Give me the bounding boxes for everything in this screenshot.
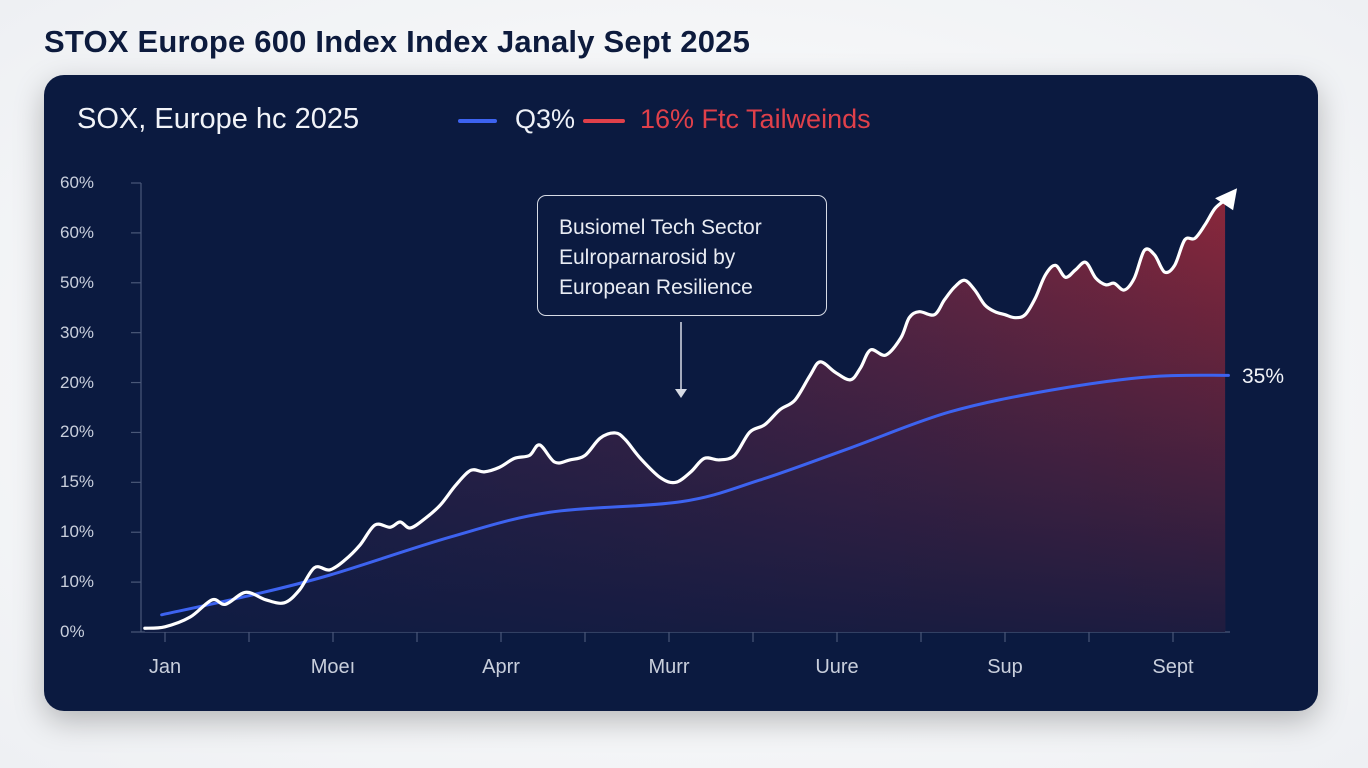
annotation-line: European Resilience [559,276,753,299]
y-tick-label: 30% [60,322,95,342]
area-fade [144,200,1226,632]
y-tick-label: 60% [60,173,95,192]
y-tick-label: 15% [60,472,95,492]
x-tick-label: Moeı [310,656,356,678]
annotation-box: Busiomel Tech Sector Eulroparnarosid by … [537,195,827,316]
series-line-white [143,198,1227,630]
x-tick-label: Uure [815,656,859,678]
chart-title: SOX, Europe hc 2025 [77,103,360,135]
y-tick-label: 0% [60,622,85,641]
series-layer [143,188,1238,632]
x-tick-label: Jan [148,656,182,678]
annotation-line: Busiomel Tech Sector [559,216,762,239]
trend-arrow-icon [1215,188,1238,211]
x-tick-label: Sept [1152,656,1194,678]
x-tick-label: Aprr [482,656,520,678]
x-tick-label: Sup [987,656,1023,678]
legend-swatch-red [583,119,625,123]
y-tick-label: 60% [60,222,95,242]
page-title: STOX Europe 600 Index Index Janaly Sept … [44,24,751,59]
series-line-blue [160,373,1230,617]
annotation-line: Eulroparnarosid by [559,246,736,269]
y-tick-label: 50% [60,272,95,292]
y-tick-label: 20% [60,372,95,392]
legend-label-blue: Q3% [515,104,576,134]
legend-label-red: 16% Ftc Tailweinds [640,104,871,134]
legend-swatch-blue [458,119,497,123]
end-value-label: 35% [1242,365,1285,388]
y-tick-label: 10% [60,522,95,542]
y-tick-label: 20% [60,422,95,442]
y-tick-label: 10% [60,572,95,592]
annotation-arrow-icon [675,389,687,398]
x-tick-label: Murr [648,656,690,678]
